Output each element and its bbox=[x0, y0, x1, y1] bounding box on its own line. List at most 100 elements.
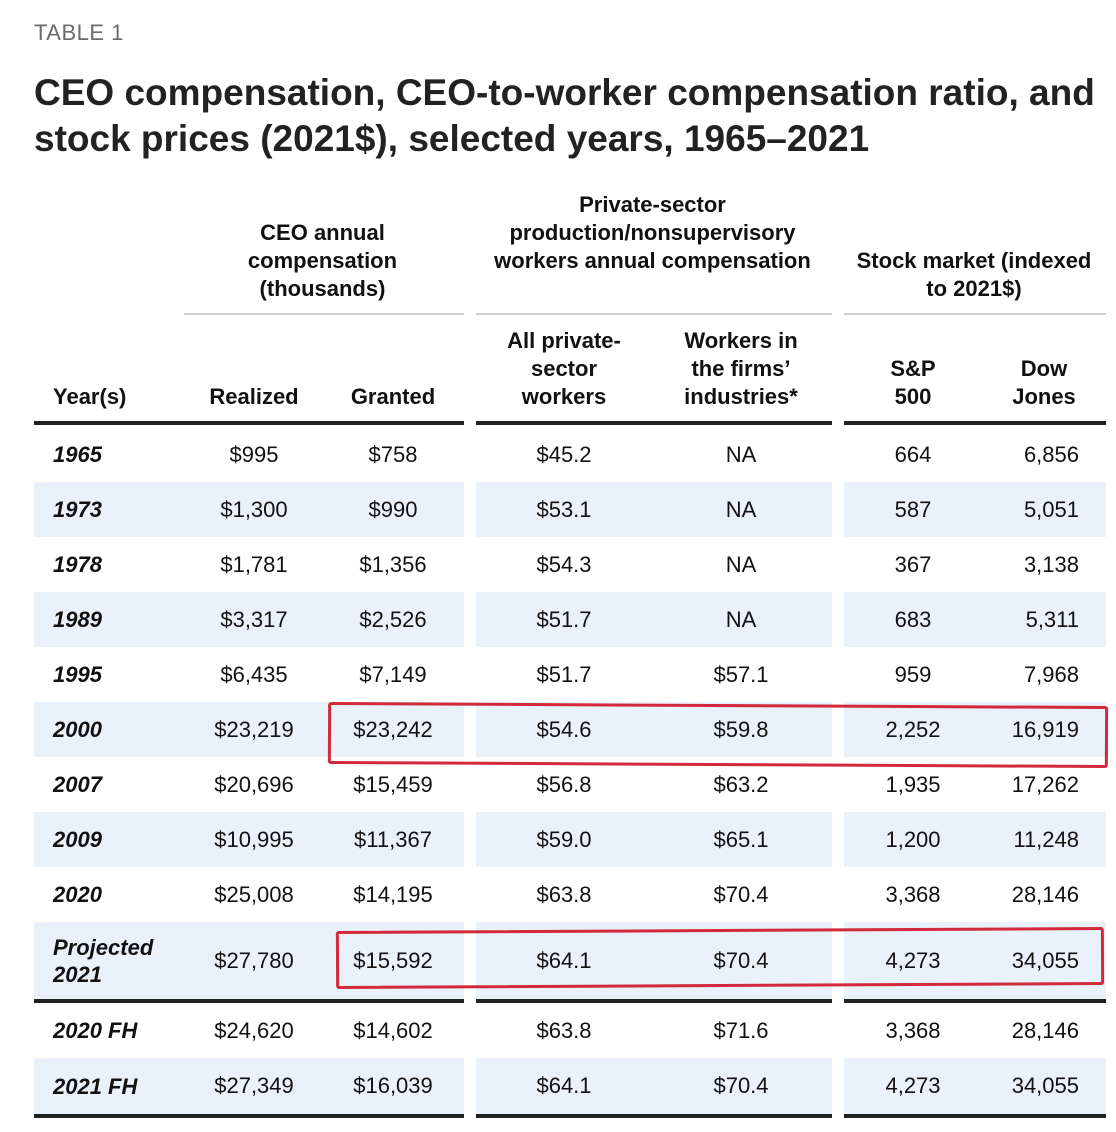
cell-firms: $70.4 bbox=[665, 922, 817, 999]
cell-firms: NA bbox=[665, 427, 817, 482]
row-band bbox=[844, 592, 1106, 647]
cell-text: $70.4 bbox=[713, 1073, 769, 1098]
cell-all-private: $51.7 bbox=[490, 647, 638, 702]
col-header-dow: Dow Jones bbox=[1012, 356, 1076, 409]
cell-realized: $6,435 bbox=[193, 647, 315, 702]
cell-year: Projected 2021 bbox=[53, 922, 183, 999]
cell-text: $7,149 bbox=[359, 661, 427, 687]
fh-rule-right bbox=[844, 999, 1106, 1003]
cell-text: $57.1 bbox=[713, 661, 769, 687]
cell-text: 2000 bbox=[53, 717, 102, 742]
cell-firms: $57.1 bbox=[665, 647, 817, 702]
row-band bbox=[844, 482, 1106, 537]
cell-firms: NA bbox=[665, 592, 817, 647]
cell-text: $6,435 bbox=[220, 661, 288, 687]
row-band bbox=[34, 592, 464, 647]
cell-granted: $14,602 bbox=[333, 1003, 453, 1058]
cell-text: $23,219 bbox=[214, 716, 294, 742]
cell-text: 7,968 bbox=[1023, 661, 1079, 687]
cell-dow: 3,138 bbox=[985, 537, 1079, 592]
row-band bbox=[34, 1058, 464, 1114]
cell-text: 2021 FH bbox=[53, 1073, 138, 1099]
cell-text: 28,146 bbox=[1011, 881, 1079, 907]
cell-sp500: 3,368 bbox=[862, 1003, 964, 1058]
cell-text: 11,248 bbox=[1013, 826, 1079, 852]
table-row: 1995 $6,435 $7,149 $51.7 $57.1 959 7,968 bbox=[0, 647, 1116, 702]
cell-all-private: $63.8 bbox=[490, 867, 638, 922]
cell-text: $990 bbox=[368, 496, 418, 522]
cell-all-private: $51.7 bbox=[490, 592, 638, 647]
cell-text: 3,368 bbox=[885, 881, 941, 907]
cell-all-private: $64.1 bbox=[490, 922, 638, 999]
row-band bbox=[34, 812, 464, 867]
cell-dow: 28,146 bbox=[985, 867, 1079, 922]
cell-text: $16,039 bbox=[353, 1073, 433, 1098]
cell-text: 2,252 bbox=[885, 716, 941, 742]
cell-realized: $1,781 bbox=[193, 537, 315, 592]
cell-text: 4,273 bbox=[885, 1073, 941, 1098]
cell-year: 1973 bbox=[53, 482, 183, 537]
cell-dow: 16,919 bbox=[985, 702, 1079, 757]
group-rule-workers bbox=[476, 313, 832, 315]
cell-text: NA bbox=[725, 606, 757, 632]
cell-text: $56.8 bbox=[536, 771, 592, 797]
cell-text: 664 bbox=[894, 441, 932, 467]
group-header-ceo: CEO annual compensation (thousands) bbox=[247, 220, 398, 301]
cell-all-private: $59.0 bbox=[490, 812, 638, 867]
cell-firms: $70.4 bbox=[665, 867, 817, 922]
cell-text: $63.8 bbox=[536, 881, 592, 907]
cell-text: $70.4 bbox=[713, 947, 769, 973]
cell-text: $995 bbox=[229, 441, 279, 467]
cell-firms: $70.4 bbox=[665, 1058, 817, 1114]
group-header-stock: Stock market (indexed to 2021$) bbox=[856, 248, 1092, 301]
cell-all-private: $63.8 bbox=[490, 1003, 638, 1058]
cell-text: 6,856 bbox=[1023, 441, 1079, 467]
cell-text: $63.8 bbox=[536, 1017, 592, 1043]
bottom-rule-mid bbox=[476, 1114, 832, 1118]
cell-text: $27,349 bbox=[214, 1073, 294, 1098]
cell-text: $59.8 bbox=[713, 716, 769, 742]
cell-year: 1978 bbox=[53, 537, 183, 592]
cell-year: 1965 bbox=[53, 427, 183, 482]
bottom-rule-right bbox=[844, 1114, 1106, 1118]
row-band bbox=[476, 482, 832, 537]
cell-firms: $65.1 bbox=[665, 812, 817, 867]
cell-text: $14,195 bbox=[353, 881, 433, 907]
cell-text: $10,995 bbox=[214, 826, 294, 852]
cell-text: 2007 bbox=[53, 772, 102, 797]
cell-granted: $1,356 bbox=[333, 537, 453, 592]
cell-firms: NA bbox=[665, 537, 817, 592]
cell-text: $71.6 bbox=[713, 1017, 769, 1043]
group-rule-ceo bbox=[184, 313, 464, 315]
fh-rule-mid bbox=[476, 999, 832, 1003]
cell-granted: $990 bbox=[333, 482, 453, 537]
table-row: 2007 $20,696 $15,459 $56.8 $63.2 1,935 17,262 bbox=[0, 757, 1116, 812]
cell-all-private: $53.1 bbox=[490, 482, 638, 537]
cell-year: 2000 bbox=[53, 702, 183, 757]
cell-realized: $1,300 bbox=[193, 482, 315, 537]
col-header-realized: Realized bbox=[209, 384, 299, 409]
cell-text: 2009 bbox=[53, 827, 102, 852]
cell-text: 1,935 bbox=[885, 771, 941, 797]
cell-firms: $59.8 bbox=[665, 702, 817, 757]
cell-text: NA bbox=[725, 441, 757, 467]
cell-text: $15,459 bbox=[353, 771, 433, 797]
cell-text: 959 bbox=[894, 661, 932, 687]
table-row: 2000 $23,219 $23,242 $54.6 $59.8 2,252 16,919 bbox=[0, 702, 1116, 757]
cell-dow: 5,051 bbox=[985, 482, 1079, 537]
row-band bbox=[34, 922, 464, 999]
cell-text: 1989 bbox=[53, 607, 102, 632]
cell-text: NA bbox=[725, 551, 757, 577]
cell-text: 34,055 bbox=[1011, 1073, 1079, 1098]
cell-realized: $20,696 bbox=[193, 757, 315, 812]
cell-granted: $7,149 bbox=[333, 647, 453, 702]
bottom-rule-left bbox=[34, 1114, 464, 1118]
cell-text: 34,055 bbox=[1011, 947, 1079, 973]
cell-sp500: 4,273 bbox=[862, 1058, 964, 1114]
table-label: TABLE 1 bbox=[34, 20, 124, 45]
cell-realized: $23,219 bbox=[193, 702, 315, 757]
fh-rule-left bbox=[34, 999, 464, 1003]
cell-text: $54.6 bbox=[536, 716, 592, 742]
cell-text: 587 bbox=[894, 496, 932, 522]
cell-year: 2009 bbox=[53, 812, 183, 867]
